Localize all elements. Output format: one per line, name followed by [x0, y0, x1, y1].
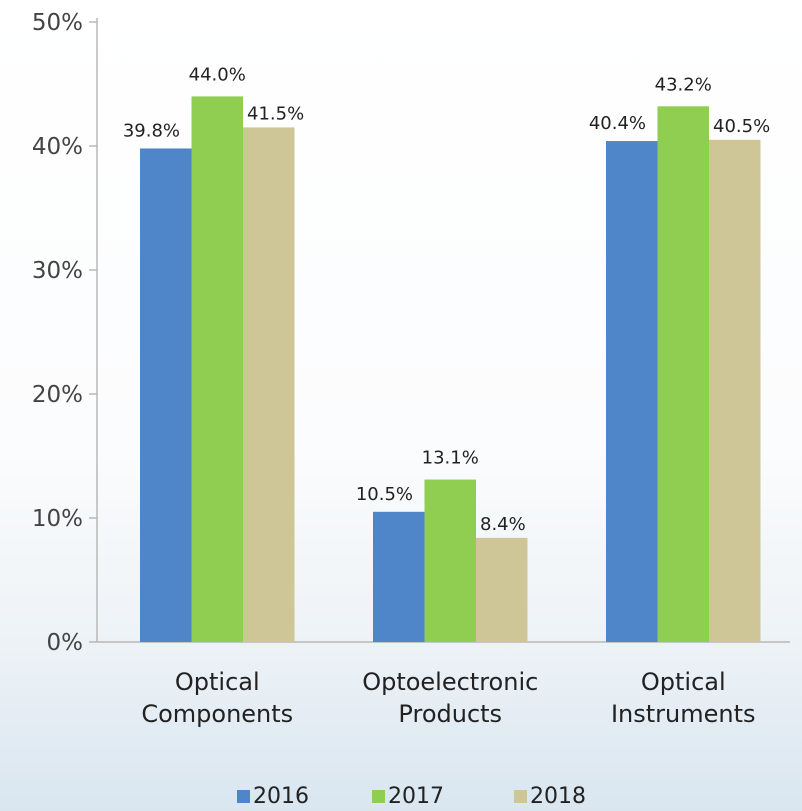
- x-category-label: Optical: [175, 668, 260, 696]
- data-label: 40.5%: [713, 116, 770, 137]
- data-label: 40.4%: [589, 113, 646, 134]
- x-category-label: Components: [141, 700, 293, 728]
- bar-2017-1: [424, 479, 476, 642]
- bar-2017-2: [657, 106, 709, 642]
- legend-label: 2018: [530, 784, 586, 809]
- x-category-label: Optical: [641, 668, 726, 696]
- data-label: 8.4%: [480, 514, 526, 535]
- x-category-label: Optoelectronic: [362, 668, 538, 696]
- data-label: 43.2%: [655, 74, 712, 95]
- data-label: 44.0%: [189, 64, 246, 85]
- bar-2018-2: [709, 139, 761, 643]
- bar-2016-2: [606, 141, 658, 643]
- data-label: 39.8%: [123, 120, 180, 141]
- bar-2016-1: [373, 511, 425, 642]
- legend-swatch-2017: [372, 790, 385, 803]
- legend-swatch-2016: [237, 790, 250, 803]
- legend-label: 2017: [388, 784, 444, 809]
- y-tick-label: 0%: [47, 630, 84, 656]
- bar-2018-0: [243, 127, 295, 642]
- bar-2016-0: [140, 148, 192, 643]
- y-tick-label: 30%: [32, 258, 83, 284]
- y-tick-label: 20%: [32, 382, 83, 408]
- data-label: 41.5%: [247, 103, 304, 124]
- data-label: 13.1%: [422, 448, 479, 469]
- legend-label: 2016: [253, 784, 309, 809]
- bar-2017-0: [191, 96, 243, 642]
- x-category-label: Products: [398, 700, 502, 728]
- bar-2018-1: [476, 537, 528, 642]
- data-label: 10.5%: [356, 484, 413, 505]
- x-category-label: Instruments: [611, 700, 756, 728]
- legend-swatch-2018: [514, 790, 527, 803]
- y-tick-label: 10%: [32, 506, 83, 532]
- y-tick-label: 50%: [32, 10, 83, 36]
- y-tick-label: 40%: [32, 134, 83, 160]
